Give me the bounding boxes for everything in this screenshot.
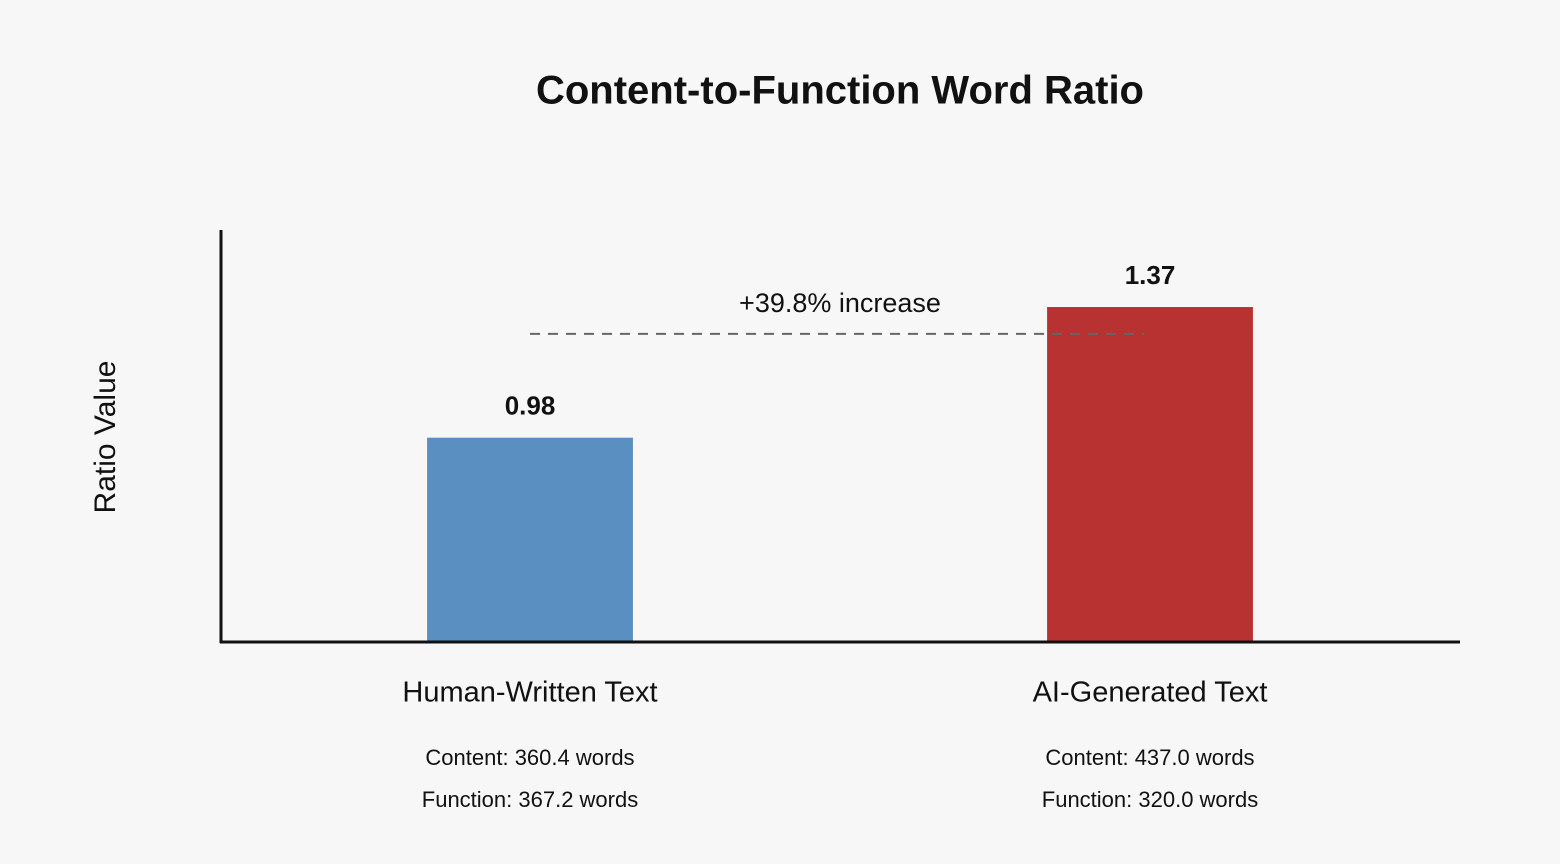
x-tick-label: AI-Generated Text (1033, 677, 1268, 709)
x-tick-label: Human-Written Text (402, 677, 657, 709)
detail-label: Function: 320.0 words (1042, 787, 1258, 812)
detail-label: Content: 360.4 words (425, 745, 634, 770)
value-label: 0.98 (505, 391, 556, 421)
y-axis-label: Ratio Value (89, 361, 122, 514)
bar (1047, 307, 1253, 642)
value-label: 1.37 (1125, 260, 1176, 290)
detail-label: Function: 367.2 words (422, 787, 638, 812)
chart-title: Content-to-Function Word Ratio (536, 69, 1144, 113)
annotation: +39.8% increase (739, 288, 941, 318)
detail-label: Content: 437.0 words (1045, 745, 1254, 770)
bar (427, 437, 633, 642)
